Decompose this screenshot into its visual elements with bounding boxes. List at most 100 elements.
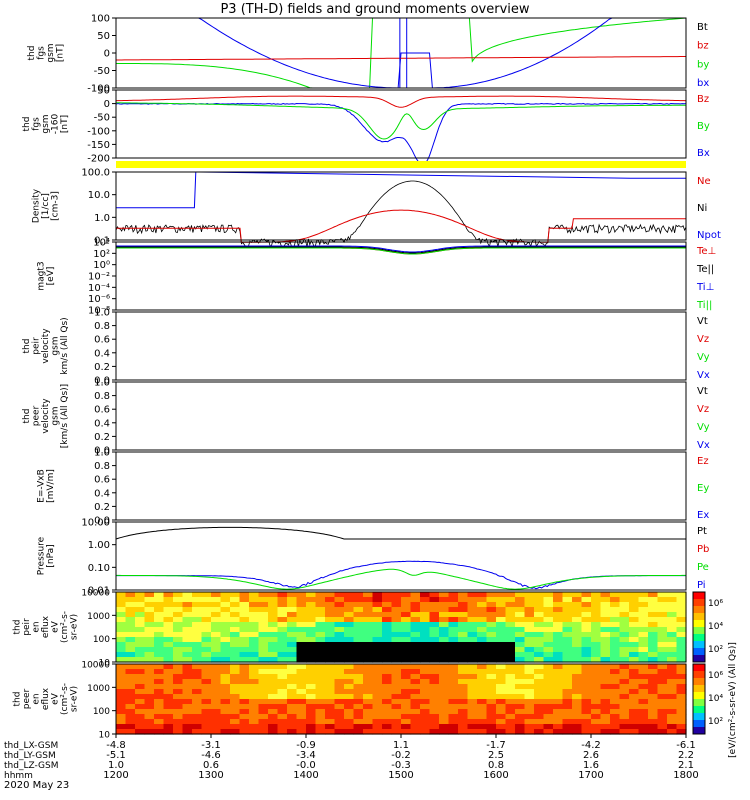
spectrogram-cell [667,709,678,715]
colorbar-cell [693,665,705,668]
legend-entry: Npot [697,230,721,241]
spectrogram-cell [610,724,621,730]
spectrogram-cell [391,674,402,680]
y-tick-label: 0.8 [94,461,110,472]
legend-entry: Vz [697,404,709,415]
spectrogram-cell [211,699,222,705]
spectrogram-cell [477,642,488,648]
spectrogram-cell [391,612,402,618]
spectrogram-cell [410,669,421,675]
spectrogram-cell [486,709,497,715]
spectrogram-cell [543,617,554,623]
spectrogram-cell [572,704,583,710]
spectrogram-cell [629,617,640,623]
y-axis-label: gsm [51,336,61,355]
spectrogram-cell [581,627,592,633]
spectrogram-cell [154,694,165,700]
spectrogram-cell [543,622,554,628]
spectrogram-cell [277,674,288,680]
spectrogram-cell [325,632,336,638]
spectrogram-cell [638,632,649,638]
spectrogram-cell [277,647,288,653]
y-axis-label: thd [13,620,23,635]
spectrogram-cell [258,684,269,690]
spectrogram-cell [287,612,298,618]
spectrogram-cell [534,704,545,710]
spectrogram-cell [363,637,374,643]
spectrogram-cell [135,602,146,608]
spectrogram-cell [125,592,136,598]
spectrogram-cell [553,719,564,725]
spectrogram-cell [344,714,355,720]
spectrogram-cell [277,664,288,670]
spectrogram-cell [268,709,279,715]
spectrogram-cell [125,684,136,690]
spectrogram-cell [486,664,497,670]
spectrogram-cell [458,657,469,663]
spectrogram-cell [125,679,136,685]
y-tick-label: -100 [87,126,110,137]
panel-frame [115,17,687,89]
spectrogram-cell [192,664,203,670]
spectrogram-cell [315,647,326,653]
spectrogram-cell [144,684,155,690]
spectrogram-cell [315,699,326,705]
spectrogram-cell [629,724,640,730]
spectrogram-cell [211,674,222,680]
spectrogram-cell [125,709,136,715]
spectrogram-cell [372,664,383,670]
spectrogram-cell [505,684,516,690]
spectrogram-cell [439,642,450,648]
spectrogram-cell [249,704,260,710]
spectrogram-cell [306,597,317,603]
spectrogram-cell [629,627,640,633]
spectrogram-cell [477,592,488,598]
spectrogram-cell [287,719,298,725]
spectrogram-cell [315,684,326,690]
spectrogram-cell [591,664,602,670]
spectrogram-cell [648,622,659,628]
spectrogram-cell [657,617,668,623]
spectrogram-cell [534,694,545,700]
spectrogram-cell [458,642,469,648]
spectrogram-cell [144,694,155,700]
spectrogram-cell [572,724,583,730]
spectrogram-cell [353,607,364,613]
spectrogram-cell [315,729,326,735]
spectrogram-cell [420,657,431,663]
spectrogram-cell [657,729,668,735]
spectrogram-cell [458,602,469,608]
colorbar-cell [693,718,705,721]
spectrogram-cell [315,642,326,648]
y-tick-label: 1.0 [94,308,110,319]
spectrogram-cell [239,607,250,613]
spectrogram-cell [591,704,602,710]
spectrogram-cell [524,704,535,710]
spectrogram-cell [382,657,393,663]
colorbar-cell [693,716,705,719]
spectrogram-cell [496,694,507,700]
x-tick-label: 1700 [578,770,603,781]
panel-frame [115,591,687,663]
spectrogram-cell [154,679,165,685]
spectrogram-cell [325,699,336,705]
spectrogram-cell [638,694,649,700]
spectrogram-cell [629,632,640,638]
spectrogram-cell [524,617,535,623]
spectrogram-cell [648,664,659,670]
spectrogram-cell [401,729,412,735]
spectrogram-cell [496,617,507,623]
spectrogram-cell [163,632,174,638]
spectrogram-cell [676,684,687,690]
spectrogram-cell [144,729,155,735]
spectrogram-cell [429,657,440,663]
spectrogram-cell [116,602,127,608]
colorbar-frame [692,591,706,663]
spectrogram-cell [344,617,355,623]
spectrogram-cell [515,674,526,680]
spectrogram-cell [467,679,478,685]
spectrogram-cell [144,652,155,658]
spectrogram-cell [258,714,269,720]
spectrogram-cell [448,602,459,608]
spectrogram-cell [458,709,469,715]
